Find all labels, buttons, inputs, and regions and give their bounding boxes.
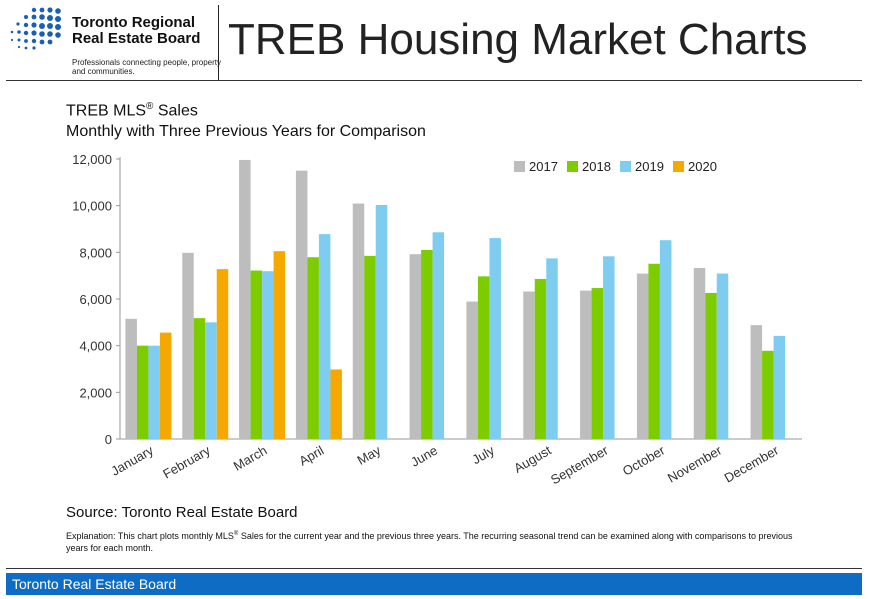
x-tick-label-april: April <box>296 443 326 469</box>
y-tick-label: 4,000 <box>79 339 112 354</box>
x-tick-label-july: July <box>469 442 497 467</box>
bar-2018-may <box>364 255 376 439</box>
bar-2019-june <box>432 232 445 439</box>
bar-2017-march <box>239 159 251 439</box>
header-rule <box>6 80 862 81</box>
x-tick-label-october: October <box>620 442 668 478</box>
bar-2017-april <box>295 170 308 439</box>
bar-2019-february <box>205 322 217 439</box>
chart-explanation: Explanation: This chart plots monthly ML… <box>66 528 806 554</box>
treb-logo[interactable]: Toronto Regional Real Estate Board Profe… <box>6 6 221 78</box>
bar-2017-may <box>352 203 365 439</box>
bar-2017-november <box>693 267 706 439</box>
bar-2017-december <box>750 325 763 439</box>
bar-2020-january <box>159 332 172 439</box>
x-tick-label-november: November <box>665 442 725 485</box>
bar-2018-october <box>648 263 660 439</box>
legend-swatch-2017 <box>514 161 525 172</box>
bar-2017-january <box>125 318 137 439</box>
footer-text: Toronto Real Estate Board <box>12 576 177 592</box>
bar-2018-january <box>136 345 149 439</box>
header-divider <box>218 5 219 80</box>
x-tick-label-february: February <box>160 442 213 481</box>
legend-label-2017: 2017 <box>529 159 558 174</box>
bar-2017-july <box>466 301 478 439</box>
bar-2018-april <box>307 257 319 439</box>
bar-2020-april <box>330 369 342 439</box>
x-tick-label-march: March <box>231 443 270 474</box>
sales-bar-chart: 0 2,000 4,000 6,000 8,000 10,000 12,000 January… <box>72 152 802 487</box>
y-tick-label: 0 <box>105 432 112 447</box>
y-tick-label: 2,000 <box>79 385 112 400</box>
bar-2019-november <box>716 273 729 439</box>
bar-2019-december <box>773 335 786 439</box>
bar-2018-march <box>250 270 263 439</box>
bar-2018-september <box>591 288 604 439</box>
page-header: Toronto Regional Real Estate Board Profe… <box>0 0 872 82</box>
logo-tagline: Professionals connecting people, propert… <box>72 58 221 76</box>
x-tick-label-august: August <box>511 442 554 475</box>
explanation-before: Explanation: This chart plots monthly ML… <box>66 531 234 541</box>
footer-rule <box>6 568 862 569</box>
bar-2020-february <box>216 269 229 439</box>
bar-2018-august <box>534 278 547 439</box>
legend-label-2018: 2018 <box>582 159 611 174</box>
explanation-after: Sales for the current year and the previ… <box>66 531 793 553</box>
logo-name: Toronto Regional Real Estate Board <box>72 14 201 47</box>
bar-2019-october <box>659 240 672 439</box>
x-tick-label-january: January <box>108 442 156 478</box>
bar-2019-january <box>148 345 160 439</box>
bar-2017-february <box>182 252 194 439</box>
registered-mark: ® <box>146 101 154 112</box>
bar-2018-july <box>477 276 490 439</box>
y-tick-label: 10,000 <box>72 199 112 214</box>
chart-source: Source: Toronto Real Estate Board <box>66 504 298 521</box>
bar-2018-december <box>762 350 774 439</box>
legend-swatch-2019 <box>620 161 631 172</box>
legend-swatch-2020 <box>673 161 684 172</box>
bar-2018-november <box>705 292 717 439</box>
y-tick-label: 12,000 <box>72 152 112 167</box>
x-tick-label-december: December <box>722 442 782 485</box>
page-title: TREB Housing Market Charts <box>228 15 808 64</box>
bar-2017-august <box>523 291 535 439</box>
legend-label-2020: 2020 <box>688 159 717 174</box>
footer-bar: Toronto Real Estate Board <box>6 573 862 595</box>
bar-2017-june <box>409 254 422 439</box>
chart-title: TREB MLS® Sales <box>66 97 198 121</box>
y-tick-label: 6,000 <box>79 292 112 307</box>
x-tick-label-may: May <box>354 442 383 468</box>
bar-2019-may <box>375 204 388 439</box>
bar-2019-august <box>546 258 558 439</box>
chart-title-prefix: TREB MLS <box>66 102 147 120</box>
bar-2017-september <box>580 290 592 439</box>
chart-subtitle: Monthly with Three Previous Years for Co… <box>66 123 426 140</box>
x-tick-label-september: September <box>548 442 611 487</box>
x-tick-label-june: June <box>408 443 440 470</box>
legend-label-2019: 2019 <box>635 159 664 174</box>
chart-title-suffix: Sales <box>153 102 198 120</box>
bar-2019-april <box>318 234 331 439</box>
bar-2020-march <box>273 251 286 439</box>
bar-2019-march <box>262 271 274 439</box>
dot-logo-icon <box>10 7 61 50</box>
bar-2019-july <box>489 238 501 439</box>
bar-2019-september <box>603 256 615 439</box>
bar-2017-october <box>636 273 649 439</box>
explanation-registered-mark: ® <box>233 531 239 537</box>
legend-swatch-2018 <box>567 161 578 172</box>
bar-2018-february <box>193 318 206 439</box>
bar-2018-june <box>421 250 433 439</box>
y-tick-label: 8,000 <box>79 245 112 260</box>
